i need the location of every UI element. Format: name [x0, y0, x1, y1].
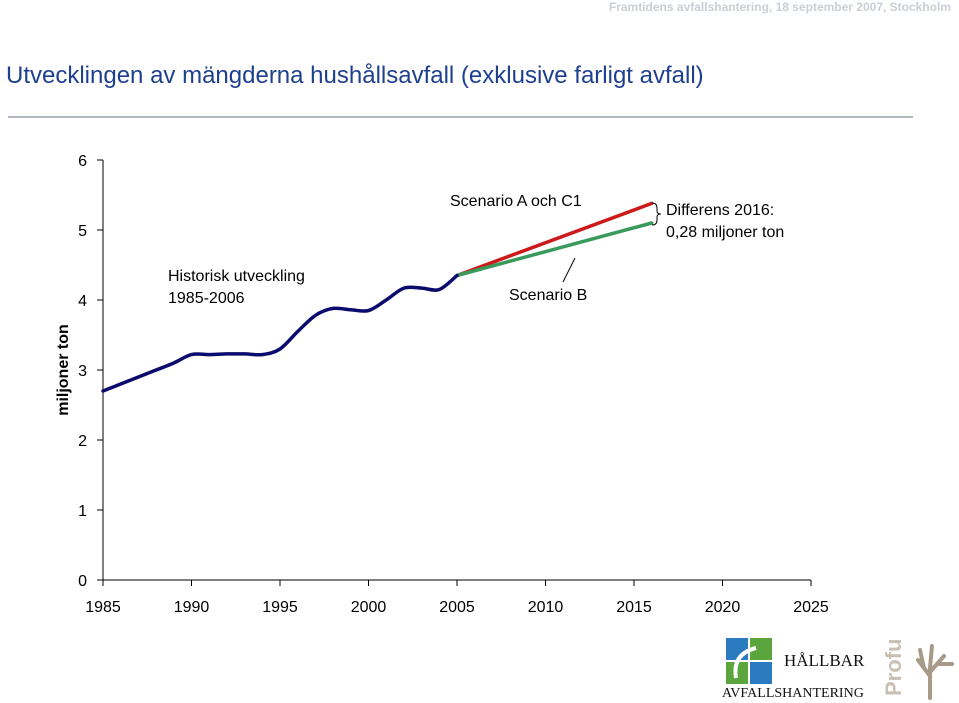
- x-tick-label: 1985: [85, 599, 121, 616]
- hallbar-logo: HÅLLBAR AVFALLSHANTERING: [722, 638, 865, 700]
- series-line-scenario-b: [455, 221, 654, 278]
- x-tick-label: 2015: [616, 599, 652, 616]
- series-line-historic: [101, 273, 459, 393]
- title-divider: [8, 116, 913, 118]
- scenario-b-leader-line: [562, 257, 576, 283]
- x-tick-label: 2005: [439, 599, 475, 616]
- x-tick-label: 1990: [174, 599, 210, 616]
- x-tick-label: 2025: [793, 599, 829, 616]
- annotation-historic-2: 1985-2006: [168, 290, 245, 307]
- y-tick-label: 6: [78, 153, 87, 170]
- tree-icon: [916, 644, 954, 700]
- annotation-historic-1: Historisk utveckling: [168, 268, 305, 285]
- annotation-diff-2: 0,28 miljoner ton: [666, 224, 784, 241]
- chart-axes: 0 1 2 3 4 5 6 1985 1990 1995 2000 2005 2010 2015 2020 2…: [78, 153, 829, 616]
- y-tick-label: 2: [78, 433, 87, 450]
- annotation-scenario-b: Scenario B: [509, 287, 587, 304]
- x-tick-label: 2010: [528, 599, 564, 616]
- series-line-scenario-a: [455, 201, 654, 278]
- y-tick-label: 0: [78, 573, 87, 590]
- y-tick-label: 3: [78, 363, 87, 380]
- annotation-scenario-a: Scenario A och C1: [450, 193, 582, 210]
- logo-text-hallbar: HÅLLBAR: [784, 651, 865, 670]
- page-title: Utvecklingen av mängderna hushållsavfall…: [6, 62, 704, 89]
- profu-logo-text: Profu: [881, 640, 906, 696]
- logo-square-blue-icon: [726, 638, 748, 660]
- x-tick-label: 2000: [351, 599, 387, 616]
- difference-brace: [651, 202, 662, 226]
- y-axis-label: miljoner ton: [55, 324, 72, 416]
- chart-series: [101, 201, 654, 393]
- y-tick-label: 1: [78, 503, 87, 520]
- logo-square-green-icon: [750, 638, 772, 660]
- header-meta: Framtidens avfallshantering, 18 septembe…: [608, 0, 951, 14]
- chart-annotations: Historisk utveckling 1985-2006 Scenario …: [168, 193, 784, 307]
- y-tick-label: 5: [78, 223, 87, 240]
- logo-text-avfallshantering: AVFALLSHANTERING: [722, 686, 864, 700]
- logo-arrow-icon: [733, 646, 757, 679]
- y-tick-label: 4: [78, 293, 87, 310]
- annotation-diff-1: Differens 2016:: [666, 202, 774, 219]
- profu-logo: Profu: [881, 640, 954, 700]
- x-tick-label: 2020: [705, 599, 741, 616]
- x-tick-label: 1995: [262, 599, 298, 616]
- logo-square-blue2-icon: [750, 662, 772, 684]
